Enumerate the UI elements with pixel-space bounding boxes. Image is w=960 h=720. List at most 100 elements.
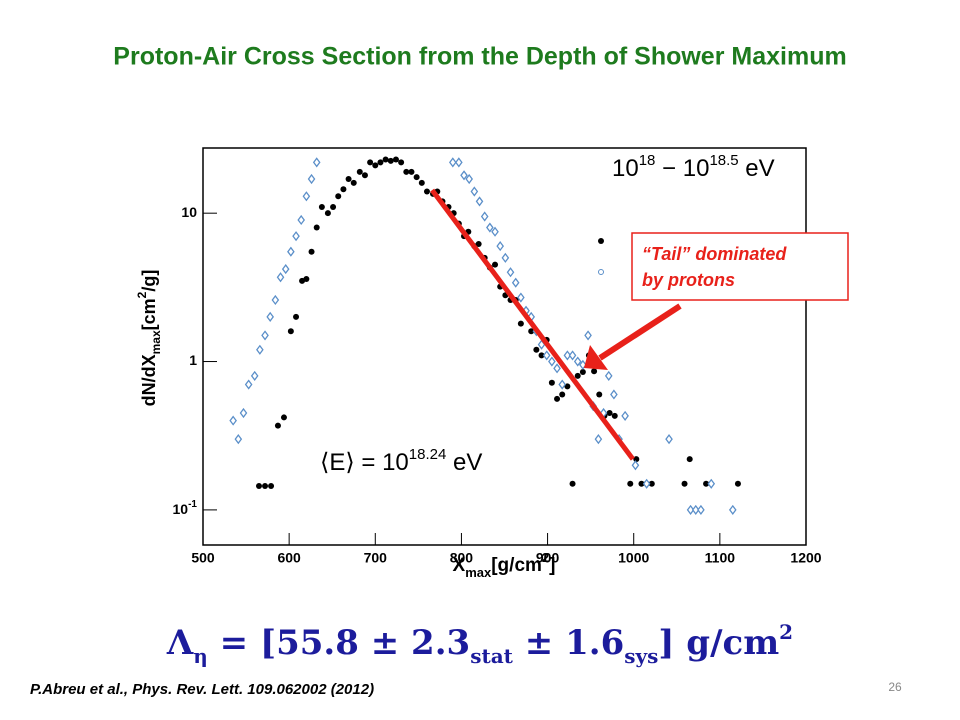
- x-tick-label: 600: [277, 550, 301, 566]
- data-point: [465, 173, 473, 185]
- data-point: [455, 157, 463, 168]
- plot-frame: [202, 147, 807, 546]
- slide-title: Proton-Air Cross Section from the Depth …: [113, 43, 846, 71]
- data-point: [533, 346, 540, 353]
- energy-range: 1018 − 1018.5 eV: [612, 152, 775, 182]
- data-point: [475, 240, 482, 247]
- data-point: [703, 480, 710, 487]
- text-part: 10: [173, 501, 189, 517]
- callout-arrowhead: [584, 345, 608, 370]
- data-point: [564, 383, 571, 390]
- data-point: [266, 311, 275, 322]
- text-part: stat: [470, 644, 513, 668]
- data-point: [638, 480, 645, 487]
- data-point: [244, 379, 253, 390]
- data-point: [621, 410, 629, 422]
- data-point: [324, 210, 331, 217]
- y-axis-label: dN/dXmax[cm2/g]: [135, 270, 163, 407]
- text-part: -1: [188, 499, 197, 510]
- citation: P.Abreu et al., Phys. Rev. Lett. 109.062…: [30, 681, 374, 698]
- data-point: [517, 292, 525, 303]
- data-point: [280, 414, 287, 421]
- data-point: [372, 162, 379, 169]
- text-part: 18.5: [709, 152, 738, 169]
- data-point: [579, 369, 586, 376]
- data-point: [563, 350, 572, 361]
- text-part: η: [193, 644, 208, 668]
- page-number: 26: [888, 680, 902, 694]
- data-point: [506, 267, 515, 278]
- text-part: 2: [542, 550, 549, 565]
- data-point: [234, 434, 243, 445]
- data-point: [330, 204, 337, 211]
- text-part: /g]: [139, 270, 159, 292]
- data-point: [356, 168, 363, 175]
- data-point: [728, 504, 737, 515]
- formula: Λη = [55.8 ± 2.3stat ± 1.6sys] g/cm2: [166, 620, 793, 668]
- data-point: [517, 320, 524, 327]
- data-point: [297, 214, 306, 226]
- data-point: [460, 170, 468, 181]
- x-tick-label: 1100: [705, 550, 736, 566]
- data-point: [470, 186, 479, 197]
- data-point: [308, 248, 315, 255]
- data-point: [584, 330, 592, 341]
- text-part: max: [465, 565, 492, 580]
- text-part: − 10: [655, 155, 709, 182]
- data-point: [262, 482, 269, 489]
- data-point: [611, 412, 618, 419]
- data-point: [553, 363, 561, 374]
- callout-arrow: [598, 303, 682, 361]
- data-point: [610, 389, 618, 400]
- data-point: [691, 504, 700, 515]
- data-point: [287, 328, 294, 335]
- text-part: 10: [612, 155, 639, 182]
- text-part: eV: [446, 449, 482, 476]
- data-point: [596, 391, 603, 398]
- data-point: [377, 159, 384, 166]
- data-point: [367, 159, 374, 166]
- y-tick-label: 10: [181, 204, 197, 220]
- text-part: 2: [135, 291, 149, 298]
- data-point: [335, 193, 342, 200]
- callout-text: by protons: [642, 270, 735, 290]
- data-point: [287, 246, 295, 257]
- data-point: [261, 330, 269, 341]
- text-part: [cm: [139, 298, 159, 330]
- y-tick-label: 1: [189, 352, 197, 368]
- data-point: [268, 482, 275, 489]
- data-point: [648, 480, 655, 487]
- data-point: [554, 395, 561, 402]
- data-point: [686, 504, 695, 515]
- legend-marker: [598, 238, 604, 244]
- data-point: [734, 480, 741, 487]
- plot-area: [229, 156, 741, 515]
- data-point: [501, 252, 510, 263]
- text-part: 2: [779, 620, 793, 644]
- data-point: [293, 313, 300, 320]
- data-point: [511, 277, 520, 288]
- data-point: [303, 276, 310, 283]
- data-point: [387, 157, 394, 164]
- text-part: X: [453, 555, 466, 576]
- legend-marker: [598, 269, 604, 275]
- data-point: [579, 359, 587, 370]
- data-point: [239, 407, 248, 419]
- data-point: [480, 211, 489, 222]
- text-part: Λ: [166, 623, 194, 663]
- text-part: [g/cm: [491, 555, 542, 576]
- text-part: sys: [624, 644, 658, 668]
- data-point: [558, 379, 567, 390]
- data-point: [256, 344, 264, 355]
- data-point: [491, 226, 499, 237]
- data-point: [574, 372, 581, 379]
- data-point: [573, 356, 582, 367]
- data-point: [542, 350, 551, 361]
- text-part: eV: [739, 155, 775, 182]
- data-point: [631, 460, 640, 471]
- data-point: [361, 172, 368, 179]
- data-point: [559, 391, 566, 398]
- x-tick-label: 700: [364, 550, 388, 566]
- data-point: [569, 480, 576, 487]
- data-point: [340, 186, 347, 193]
